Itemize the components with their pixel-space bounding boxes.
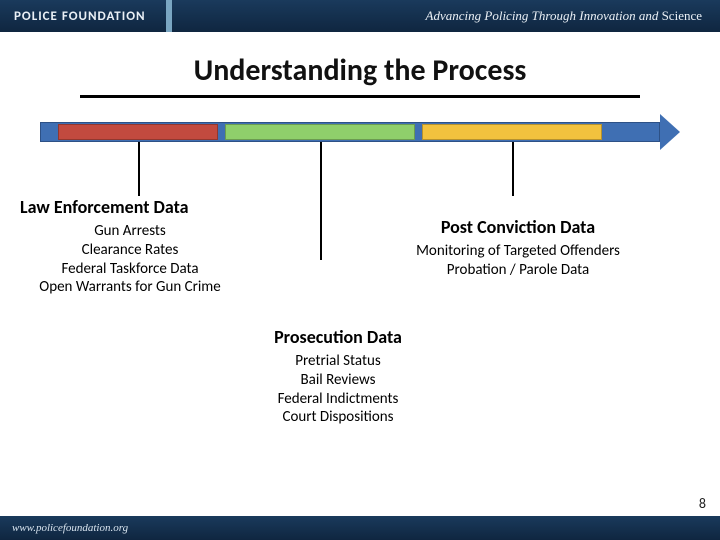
header-divider	[166, 0, 172, 32]
page-number: 8	[699, 495, 706, 512]
block-law-enforcement: Law Enforcement Data Gun Arrests Clearan…	[20, 196, 260, 297]
block-post-conviction: Post Conviction Data Monitoring of Targe…	[378, 216, 658, 280]
tagline-end: Science	[662, 8, 702, 23]
drop-line-1	[138, 142, 140, 196]
timeline-seg-pros	[225, 124, 415, 140]
law-item: Gun Arrests	[20, 222, 240, 241]
law-heading: Law Enforcement Data	[20, 196, 260, 218]
law-items: Gun Arrests Clearance Rates Federal Task…	[20, 222, 240, 297]
header-tagline: Advancing Policing Through Innovation an…	[426, 8, 720, 24]
post-heading: Post Conviction Data	[378, 216, 658, 238]
pros-item: Court Dispositions	[218, 408, 458, 427]
title-underline	[80, 95, 640, 98]
law-item: Federal Taskforce Data	[20, 260, 240, 279]
page-title: Understanding the Process	[0, 52, 720, 89]
org-name: POLICE FOUNDATION	[14, 9, 146, 24]
timeline-seg-post	[422, 124, 602, 140]
timeline-arrow-head	[660, 114, 680, 150]
tagline-prefix: Advancing Policing Through	[426, 8, 580, 23]
pros-item: Pretrial Status	[218, 352, 458, 371]
header-bar: POLICE FOUNDATION Advancing Policing Thr…	[0, 0, 720, 32]
post-item: Probation / Parole Data	[378, 261, 658, 280]
law-item: Clearance Rates	[20, 241, 240, 260]
timeline	[40, 106, 680, 196]
timeline-seg-law	[58, 124, 218, 140]
drop-line-3	[512, 142, 514, 196]
drop-line-2	[320, 142, 322, 260]
pros-item: Federal Indictments	[218, 390, 458, 409]
footer-url: www.policefoundation.org	[12, 522, 128, 534]
pros-item: Bail Reviews	[218, 371, 458, 390]
pros-heading: Prosecution Data	[218, 326, 458, 348]
post-item: Monitoring of Targeted Offenders	[378, 242, 658, 261]
law-item: Open Warrants for Gun Crime	[20, 278, 240, 297]
tagline-em: Innovation and	[579, 8, 661, 23]
footer-bar: www.policefoundation.org	[0, 516, 720, 540]
block-prosecution: Prosecution Data Pretrial Status Bail Re…	[218, 326, 458, 427]
header-org: POLICE FOUNDATION	[0, 0, 172, 32]
